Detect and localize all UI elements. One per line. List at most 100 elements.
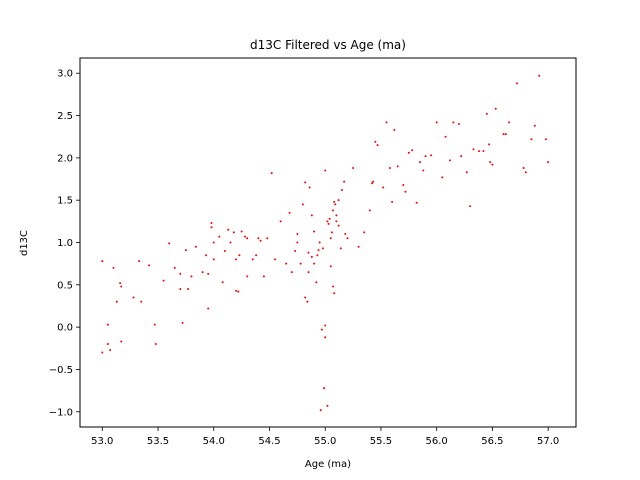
data-point — [120, 285, 123, 288]
data-point — [544, 138, 547, 141]
data-point — [201, 271, 204, 274]
data-point — [106, 343, 109, 346]
y-tick-label: −0.5 — [49, 365, 73, 376]
data-point — [418, 161, 421, 164]
data-point — [223, 249, 226, 252]
data-point — [352, 167, 355, 170]
data-point — [148, 264, 151, 267]
data-point — [140, 300, 143, 303]
y-tick-label: 0.5 — [57, 280, 73, 291]
data-point — [329, 265, 332, 268]
data-point — [457, 123, 460, 126]
data-point — [538, 74, 541, 77]
data-point — [313, 230, 316, 233]
data-point — [328, 217, 331, 220]
data-point — [179, 272, 182, 275]
data-point — [363, 231, 366, 234]
data-point — [315, 281, 318, 284]
data-point — [310, 255, 313, 258]
data-point — [444, 135, 447, 138]
data-point — [306, 300, 309, 303]
data-point — [388, 167, 391, 170]
y-tick-label: 1.5 — [57, 196, 73, 207]
data-point — [391, 200, 394, 203]
data-point — [324, 169, 327, 172]
x-tick-label: 53.0 — [91, 436, 113, 447]
data-point — [184, 249, 187, 252]
data-point — [323, 387, 326, 390]
data-point — [430, 154, 433, 157]
data-point — [109, 348, 112, 351]
data-point — [465, 171, 468, 174]
data-point — [296, 233, 299, 236]
data-point — [190, 275, 193, 278]
data-point — [332, 209, 335, 212]
data-point — [515, 82, 518, 85]
data-point — [288, 211, 291, 214]
data-point — [371, 182, 374, 185]
data-point — [404, 190, 407, 193]
data-point — [307, 251, 310, 254]
data-point — [502, 133, 505, 136]
data-point — [334, 203, 337, 206]
y-tick-label: 1.0 — [57, 238, 73, 249]
data-point — [441, 176, 444, 179]
data-point — [154, 343, 157, 346]
y-tick-label: −1.0 — [49, 407, 73, 418]
data-point — [132, 296, 135, 299]
data-point — [221, 281, 224, 284]
data-point — [449, 159, 452, 162]
data-point — [168, 242, 171, 245]
data-point — [533, 124, 536, 127]
data-point — [238, 254, 241, 257]
data-point — [504, 133, 507, 136]
data-point — [337, 224, 340, 227]
data-point — [452, 121, 455, 124]
data-point — [344, 233, 347, 236]
data-point — [101, 260, 104, 263]
data-points — [101, 74, 550, 412]
data-point — [285, 262, 288, 265]
data-point — [435, 121, 438, 124]
data-point — [333, 292, 336, 295]
data-point — [339, 247, 342, 250]
data-point — [204, 254, 207, 257]
data-point — [324, 336, 327, 339]
data-point — [246, 237, 249, 240]
data-point — [251, 258, 254, 261]
data-point — [382, 186, 385, 189]
data-point — [337, 199, 340, 202]
data-point — [340, 189, 343, 192]
data-point — [491, 163, 494, 166]
y-axis-ticks: −1.0 −0.5 0.0 0.5 1.0 1.5 2.0 2.5 3.0 — [49, 69, 80, 418]
x-axis-ticks: 53.0 53.5 54.0 54.5 55.0 55.5 56.0 56.5 57.0 — [91, 427, 559, 447]
chart-title: d13C Filtered vs Age (ma) — [250, 38, 406, 52]
data-point — [422, 169, 425, 172]
data-point — [279, 220, 282, 223]
data-point — [472, 148, 475, 151]
data-point — [229, 241, 232, 244]
data-point — [207, 272, 210, 275]
data-point — [393, 128, 396, 131]
data-point — [478, 150, 481, 153]
data-point — [210, 222, 213, 225]
data-point — [313, 262, 316, 265]
data-point — [246, 275, 249, 278]
data-point — [327, 222, 330, 225]
data-point — [415, 201, 418, 204]
data-point — [212, 258, 215, 261]
data-point — [207, 307, 210, 310]
data-point — [522, 167, 525, 170]
data-point — [227, 228, 230, 231]
data-point — [308, 186, 311, 189]
data-point — [301, 203, 304, 206]
data-point — [179, 288, 182, 291]
data-point — [316, 254, 319, 257]
y-axis-label: d13C — [19, 230, 30, 256]
data-point — [299, 262, 302, 265]
data-point — [317, 249, 320, 252]
data-point — [120, 340, 123, 343]
data-point — [469, 205, 472, 208]
data-point — [119, 282, 122, 285]
data-point — [326, 220, 329, 223]
